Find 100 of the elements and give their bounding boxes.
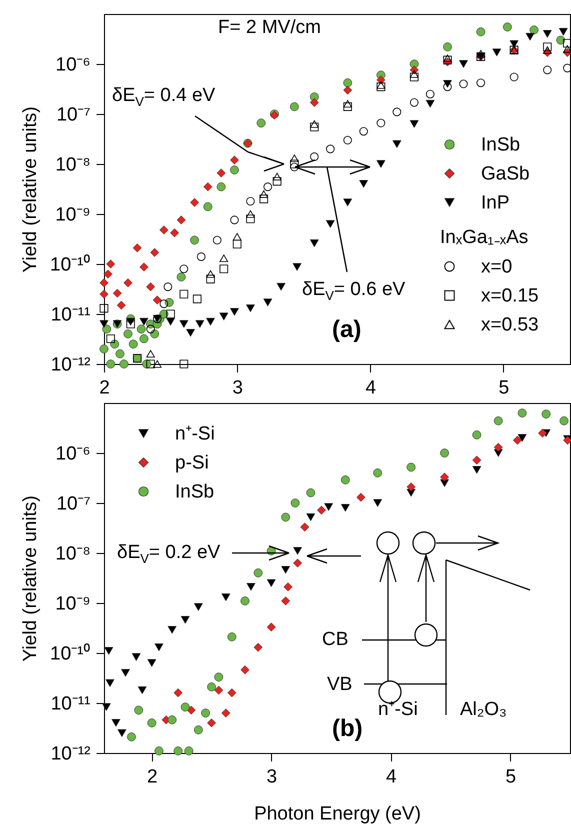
point (232, 233, 242, 241)
y-tick-label: 10⁻¹⁰ (50, 642, 90, 664)
point (306, 488, 316, 498)
point (192, 294, 202, 304)
y-tick-label: 10⁻⁹ (55, 594, 90, 614)
point (126, 318, 136, 326)
point (563, 45, 571, 53)
point (542, 30, 552, 38)
point (254, 568, 263, 578)
point (112, 719, 120, 727)
annotation: n⁺-Si (378, 699, 418, 720)
point (127, 732, 136, 742)
y-tick-label: 10⁻¹⁰ (50, 254, 90, 276)
x-tick-label: 4 (365, 378, 376, 398)
point (230, 308, 239, 316)
point (246, 304, 255, 312)
y-tick-label: 10⁻¹¹ (50, 304, 90, 326)
point (359, 180, 368, 188)
point (542, 410, 551, 419)
point (376, 160, 386, 168)
y-axis-title: Yield (relative units) (20, 106, 42, 273)
point (410, 98, 418, 107)
point (121, 669, 130, 677)
y-tick-label: 10⁻⁶ (56, 54, 90, 76)
point (459, 60, 468, 68)
point (216, 168, 226, 178)
y-tick-label: 10⁻¹² (50, 354, 90, 376)
point (538, 428, 547, 438)
point (406, 482, 416, 492)
x-tick-label: 3 (232, 378, 243, 398)
point (152, 360, 162, 368)
point (310, 98, 319, 107)
point (180, 616, 190, 624)
point (459, 80, 468, 88)
point (206, 270, 215, 278)
annotation: F= 2 MV/cm (218, 17, 321, 38)
point (290, 498, 300, 508)
x-tick-label: 5 (505, 766, 516, 788)
point (246, 210, 255, 218)
point (216, 182, 226, 192)
point (293, 547, 302, 555)
point (263, 298, 272, 306)
point (203, 182, 212, 192)
point (340, 475, 350, 484)
point (132, 653, 141, 661)
y-tick-label: 10⁻⁷ (56, 104, 91, 126)
point (376, 81, 386, 89)
point (100, 290, 108, 299)
point (426, 90, 434, 98)
point (196, 252, 206, 261)
point (164, 282, 172, 292)
x-tick-label: 3 (266, 766, 278, 788)
point (206, 274, 215, 284)
point (290, 102, 299, 112)
point (142, 360, 152, 368)
x-tick-label: 2 (147, 766, 158, 788)
legend-label: GaSb (481, 164, 530, 184)
point (260, 194, 268, 204)
point (146, 324, 155, 334)
point (207, 682, 216, 692)
point (140, 318, 148, 326)
point (494, 416, 503, 426)
point (310, 152, 319, 161)
point (102, 324, 112, 334)
point (146, 360, 155, 368)
point (116, 300, 126, 310)
point (281, 512, 290, 522)
point (543, 46, 552, 54)
point (246, 214, 255, 224)
point (190, 236, 199, 245)
point (343, 78, 352, 88)
point (284, 582, 292, 592)
point (194, 725, 203, 734)
point (168, 715, 177, 724)
point (406, 462, 416, 472)
point (159, 310, 168, 318)
point (543, 42, 552, 52)
point (510, 40, 519, 48)
point (124, 329, 132, 338)
point (272, 177, 282, 186)
annotation: VB (327, 674, 352, 695)
legend-label: p-Si (175, 452, 209, 474)
legend-label: x=0.15 (481, 286, 539, 306)
point (310, 120, 319, 128)
y-tick-label: 10⁻⁸ (55, 544, 90, 564)
point (543, 66, 552, 74)
point (326, 220, 335, 228)
point (190, 198, 199, 207)
point (124, 278, 132, 288)
point (186, 328, 195, 337)
point (174, 688, 183, 698)
point (560, 416, 568, 426)
point (100, 320, 108, 328)
annotation: (a) (332, 316, 362, 343)
point (150, 248, 160, 257)
point (134, 706, 144, 715)
point (104, 270, 112, 278)
point (492, 48, 502, 56)
legend-label: InSb (481, 134, 520, 156)
annotation: δE$_{V}$= 0.6 eV (302, 279, 406, 303)
